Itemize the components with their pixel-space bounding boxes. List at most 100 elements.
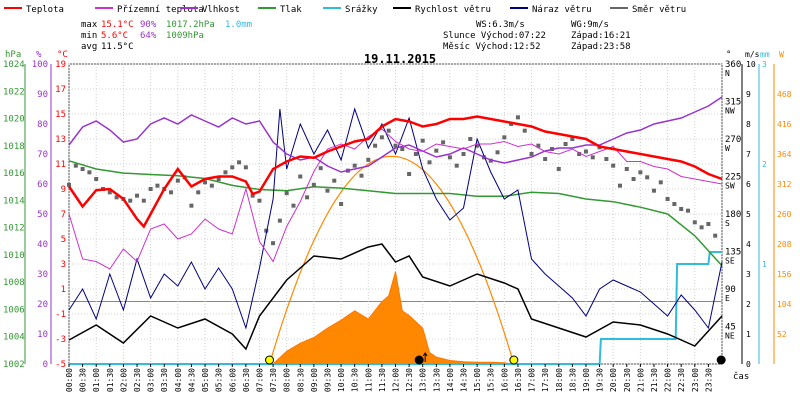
stats-avg-temp: 11.5°C — [101, 42, 134, 52]
legend-label-rychlost: Rychlost větru — [415, 5, 491, 15]
tick-label-ms: 10 — [746, 60, 756, 69]
tick-label-hpa: 1018 — [3, 142, 25, 152]
tick-label-c: 17 — [55, 85, 66, 95]
tick-label-ms: 2 — [746, 300, 751, 309]
wind-direction-point — [447, 155, 452, 160]
wind-direction-point — [196, 190, 201, 195]
tick-label-ms: 8 — [746, 120, 751, 129]
tick-label-hpa: 1004 — [3, 333, 25, 343]
wind-direction-point — [169, 190, 174, 195]
wind-direction-point — [699, 225, 704, 230]
tick-label-deg: 90 — [725, 285, 736, 295]
tick-label-dir: N — [725, 69, 730, 78]
wind-direction-point — [257, 198, 262, 203]
x-tick-label: 02:00 — [119, 368, 128, 392]
axis-unit-hpa: hPa — [5, 50, 21, 60]
series-teplota — [67, 115, 723, 229]
x-tick-label: 09:30 — [323, 368, 332, 392]
x-tick-label: 21:30 — [650, 368, 659, 392]
stats-max-hum: 90% — [140, 20, 157, 30]
legend-label-teplota: Teplota — [26, 5, 64, 15]
x-tick-label: 09:00 — [310, 368, 319, 392]
stats-max-label: max — [81, 20, 98, 30]
wind-direction-point — [685, 208, 690, 213]
tick-label-w: 52 — [777, 330, 787, 339]
tick-label-pct: 60 — [37, 180, 48, 190]
x-axis-label: čas — [733, 371, 749, 382]
info-moon: Měsíc Východ:12:52 — [443, 42, 541, 52]
x-tick-label: 06:30 — [242, 368, 251, 392]
wind-direction-point — [617, 183, 622, 188]
wind-direction-point — [114, 195, 119, 200]
wind-direction-point — [400, 147, 405, 151]
x-tick-label: 17:00 — [528, 368, 537, 392]
tick-label-pct: 40 — [37, 240, 48, 250]
series-vlhkost — [68, 96, 723, 173]
x-tick-label: 03:00 — [147, 368, 156, 392]
wind-direction-point — [590, 155, 595, 160]
x-tick-label: 15:30 — [487, 368, 496, 392]
wind-direction-point — [128, 198, 133, 203]
tick-label-dir: NW — [725, 107, 735, 116]
wind-direction-point — [325, 188, 330, 193]
series-solar-radiation — [271, 271, 513, 365]
tick-label-c: 5 — [61, 235, 66, 245]
wind-direction-point — [87, 170, 92, 175]
tick-label-pct: 80 — [37, 120, 48, 130]
x-tick-label: 07:00 — [255, 368, 264, 392]
wind-direction-point — [427, 160, 432, 165]
legend-label-vlhkost: Vlhkost — [202, 5, 240, 15]
tick-label-dir: W — [725, 144, 730, 153]
x-tick-label: 15:00 — [473, 368, 482, 392]
stats-min-temp: 5.6°C — [101, 31, 128, 41]
wind-direction-point — [679, 207, 684, 211]
axis-unit-deg: ° — [726, 50, 731, 60]
wind-direction-point — [441, 140, 446, 145]
x-tick-label: 06:00 — [228, 368, 237, 392]
tick-label-hpa: 1008 — [3, 278, 25, 288]
tick-label-pct: 100 — [32, 60, 48, 70]
tick-label-dir: E — [725, 294, 730, 303]
wind-direction-point — [611, 163, 616, 168]
tick-label-dir: SE — [725, 257, 735, 266]
tick-label-deg: 225 — [725, 173, 741, 183]
tick-label-w: 260 — [777, 210, 792, 219]
tick-label-deg: 360 — [725, 60, 741, 70]
x-tick-label: 11:00 — [364, 368, 373, 392]
x-tick-label: 01:00 — [92, 368, 101, 392]
tick-label-c: 13 — [55, 135, 66, 145]
moonrise-arrowhead — [422, 352, 428, 357]
wind-direction-point — [284, 191, 289, 196]
x-tick-label: 19:00 — [582, 368, 591, 392]
tick-label-w: 156 — [777, 270, 792, 279]
series-layer — [67, 96, 726, 365]
wind-direction-point — [339, 202, 344, 206]
wind-direction-point — [379, 135, 384, 140]
stats-max-temp: 15.1°C — [101, 20, 134, 30]
tick-label-mm: 1 — [762, 260, 767, 269]
x-tick-label: 08:30 — [296, 368, 305, 392]
tick-label-c: -5 — [55, 360, 66, 370]
wind-direction-point — [250, 193, 255, 198]
wind-direction-point — [631, 177, 636, 181]
tick-label-pct: 20 — [37, 300, 48, 310]
axis-unit-c: °C — [57, 50, 68, 60]
wind-direction-point — [264, 228, 269, 233]
stats-max-rain: 1.0mm — [225, 20, 252, 30]
tick-label-ms: 0 — [746, 360, 751, 369]
wind-direction-point — [407, 172, 412, 176]
x-tick-label: 20:00 — [609, 368, 618, 392]
x-tick-label: 11:30 — [378, 368, 387, 392]
tick-label-w: 416 — [777, 120, 792, 129]
wind-direction-point — [475, 143, 480, 148]
sunrise-marker — [265, 355, 275, 365]
x-axis: 00:00 00:30 01:00 01:30 02:00 02:30 03:00 03:30… — [65, 364, 713, 392]
wind-direction-point — [80, 167, 85, 171]
tick-label-pct: 90 — [37, 90, 48, 100]
wind-direction-point — [73, 163, 78, 168]
right-axes: 360N315NW270W225SW180S135SE90E45NE109876… — [725, 60, 792, 369]
legend: Teplota Přízemní teplota Vlhkost Tlak Sr… — [4, 5, 686, 15]
wind-direction-point — [291, 203, 296, 208]
tick-label-hpa: 1022 — [3, 87, 25, 97]
x-tick-label: 00:00 — [65, 368, 74, 392]
